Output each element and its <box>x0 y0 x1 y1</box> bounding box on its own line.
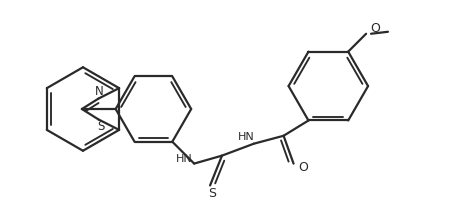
Text: HN: HN <box>176 154 193 164</box>
Text: O: O <box>298 161 308 174</box>
Text: S: S <box>208 187 216 200</box>
Text: O: O <box>370 22 380 35</box>
Text: HN: HN <box>238 132 254 142</box>
Text: N: N <box>95 85 104 98</box>
Text: S: S <box>97 120 104 133</box>
